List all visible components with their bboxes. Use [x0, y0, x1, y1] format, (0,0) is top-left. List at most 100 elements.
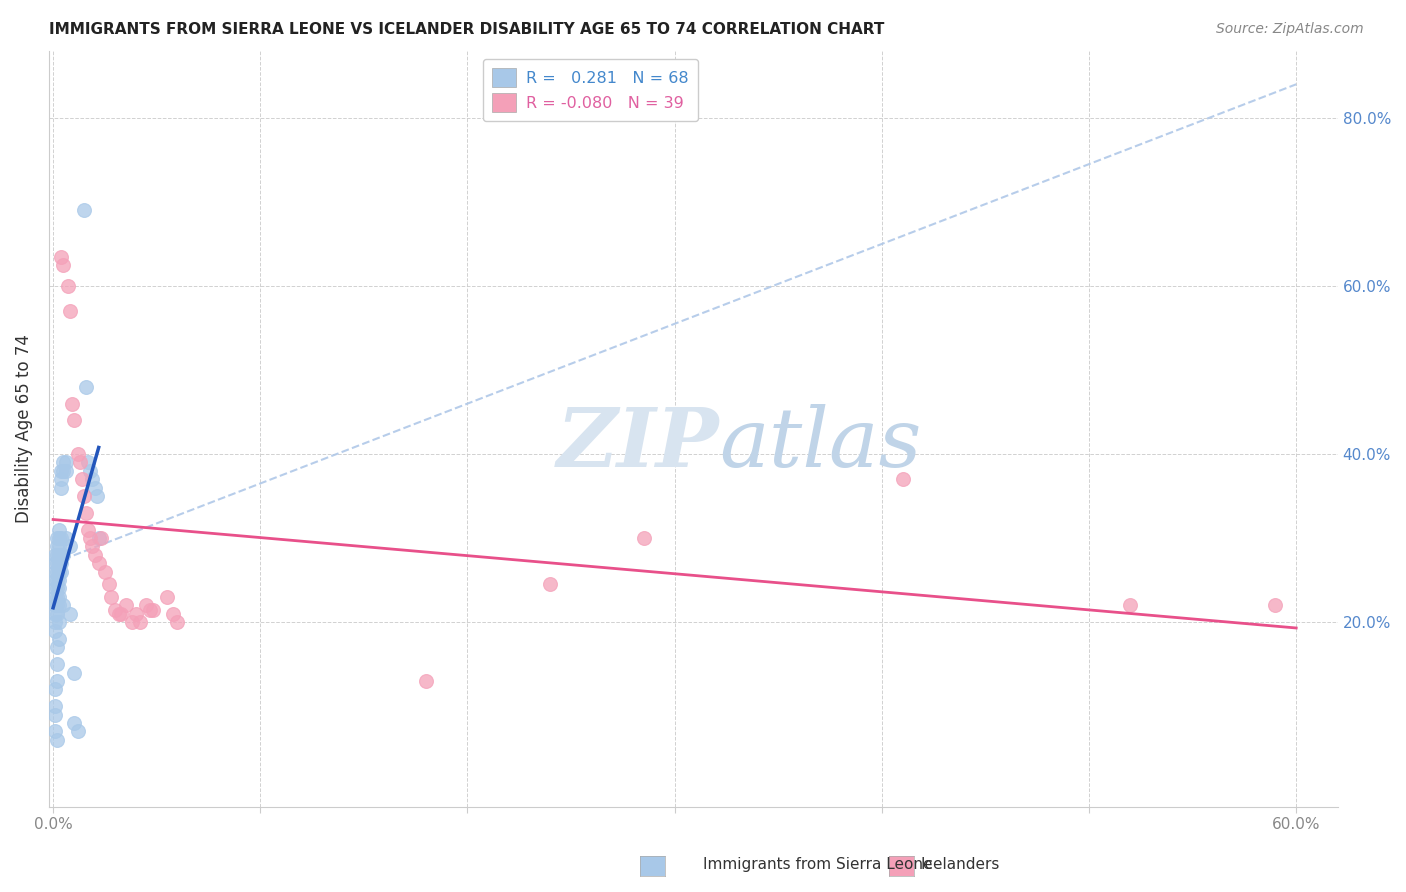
Point [79, 464, 101, 478]
Point [77, 455, 100, 469]
Point [77, 523, 100, 537]
Text: IMMIGRANTS FROM SIERRA LEONE VS ICELANDER DISABILITY AGE 65 TO 74 CORRELATION CH: IMMIGRANTS FROM SIERRA LEONE VS ICELANDE… [49, 22, 884, 37]
Point [69, 455, 91, 469]
Point [44, 590, 66, 604]
Point [51, 464, 73, 478]
Point [83, 481, 105, 495]
Point [48, 582, 70, 596]
Text: Source: ZipAtlas.com: Source: ZipAtlas.com [1216, 22, 1364, 37]
Point [44, 699, 66, 714]
Point [55, 531, 77, 545]
Point [114, 599, 136, 613]
Point [46, 590, 69, 604]
Point [56, 279, 79, 293]
Point [125, 607, 148, 621]
Point [52, 599, 75, 613]
Point [52, 258, 75, 272]
Point [48, 556, 70, 570]
Point [48, 573, 70, 587]
Point [98, 577, 121, 591]
Point [44, 565, 66, 579]
Point [55, 455, 77, 469]
Text: Icelanders: Icelanders [921, 857, 1000, 872]
Point [55, 464, 77, 478]
Point [100, 590, 122, 604]
Point [135, 599, 157, 613]
Point [1264, 599, 1286, 613]
Point [46, 607, 69, 621]
Point [70, 472, 93, 486]
Text: ZIP: ZIP [557, 404, 718, 484]
Point [52, 455, 75, 469]
Point [90, 531, 112, 545]
Point [51, 565, 73, 579]
Point [44, 607, 66, 621]
Point [46, 531, 69, 545]
Point [73, 203, 96, 218]
Point [52, 548, 75, 562]
Point [51, 472, 73, 486]
Point [44, 624, 66, 638]
Point [63, 715, 86, 730]
Point [48, 565, 70, 579]
Point [59, 304, 82, 318]
Point [46, 582, 69, 596]
Point [121, 615, 143, 629]
Point [66, 447, 89, 461]
Point [162, 607, 184, 621]
Point [142, 602, 165, 616]
Point [633, 531, 655, 545]
Point [83, 548, 105, 562]
Point [110, 607, 132, 621]
Point [166, 615, 188, 629]
Point [48, 590, 70, 604]
Point [48, 615, 70, 629]
Point [44, 707, 66, 722]
Point [82, 540, 104, 554]
Point [66, 724, 89, 739]
Point [46, 548, 69, 562]
Point [44, 682, 66, 697]
Point [44, 615, 66, 629]
Point [51, 250, 73, 264]
Point [1119, 599, 1142, 613]
Point [94, 565, 117, 579]
Point [46, 640, 69, 655]
Point [59, 540, 82, 554]
Point [63, 413, 86, 427]
Point [87, 556, 110, 570]
Point [129, 615, 152, 629]
Point [51, 481, 73, 495]
Point [44, 548, 66, 562]
Point [82, 472, 104, 486]
Point [86, 489, 108, 503]
Text: Immigrants from Sierra Leone: Immigrants from Sierra Leone [703, 857, 932, 872]
Point [48, 523, 70, 537]
Point [46, 540, 69, 554]
Point [44, 724, 66, 739]
Point [75, 506, 97, 520]
Point [46, 657, 69, 672]
Point [156, 590, 179, 604]
Text: atlas: atlas [718, 404, 921, 484]
Point [48, 548, 70, 562]
Point [44, 573, 66, 587]
Point [48, 632, 70, 646]
Point [44, 599, 66, 613]
Point [48, 531, 70, 545]
Point [538, 577, 561, 591]
Point [44, 582, 66, 596]
Point [139, 602, 162, 616]
Point [46, 732, 69, 747]
Point [73, 489, 96, 503]
Point [75, 380, 97, 394]
Point [87, 531, 110, 545]
Point [60, 396, 83, 410]
Point [46, 565, 69, 579]
Point [44, 556, 66, 570]
Point [63, 665, 86, 680]
Point [52, 464, 75, 478]
Point [891, 472, 914, 486]
Point [48, 540, 70, 554]
Point [79, 531, 101, 545]
